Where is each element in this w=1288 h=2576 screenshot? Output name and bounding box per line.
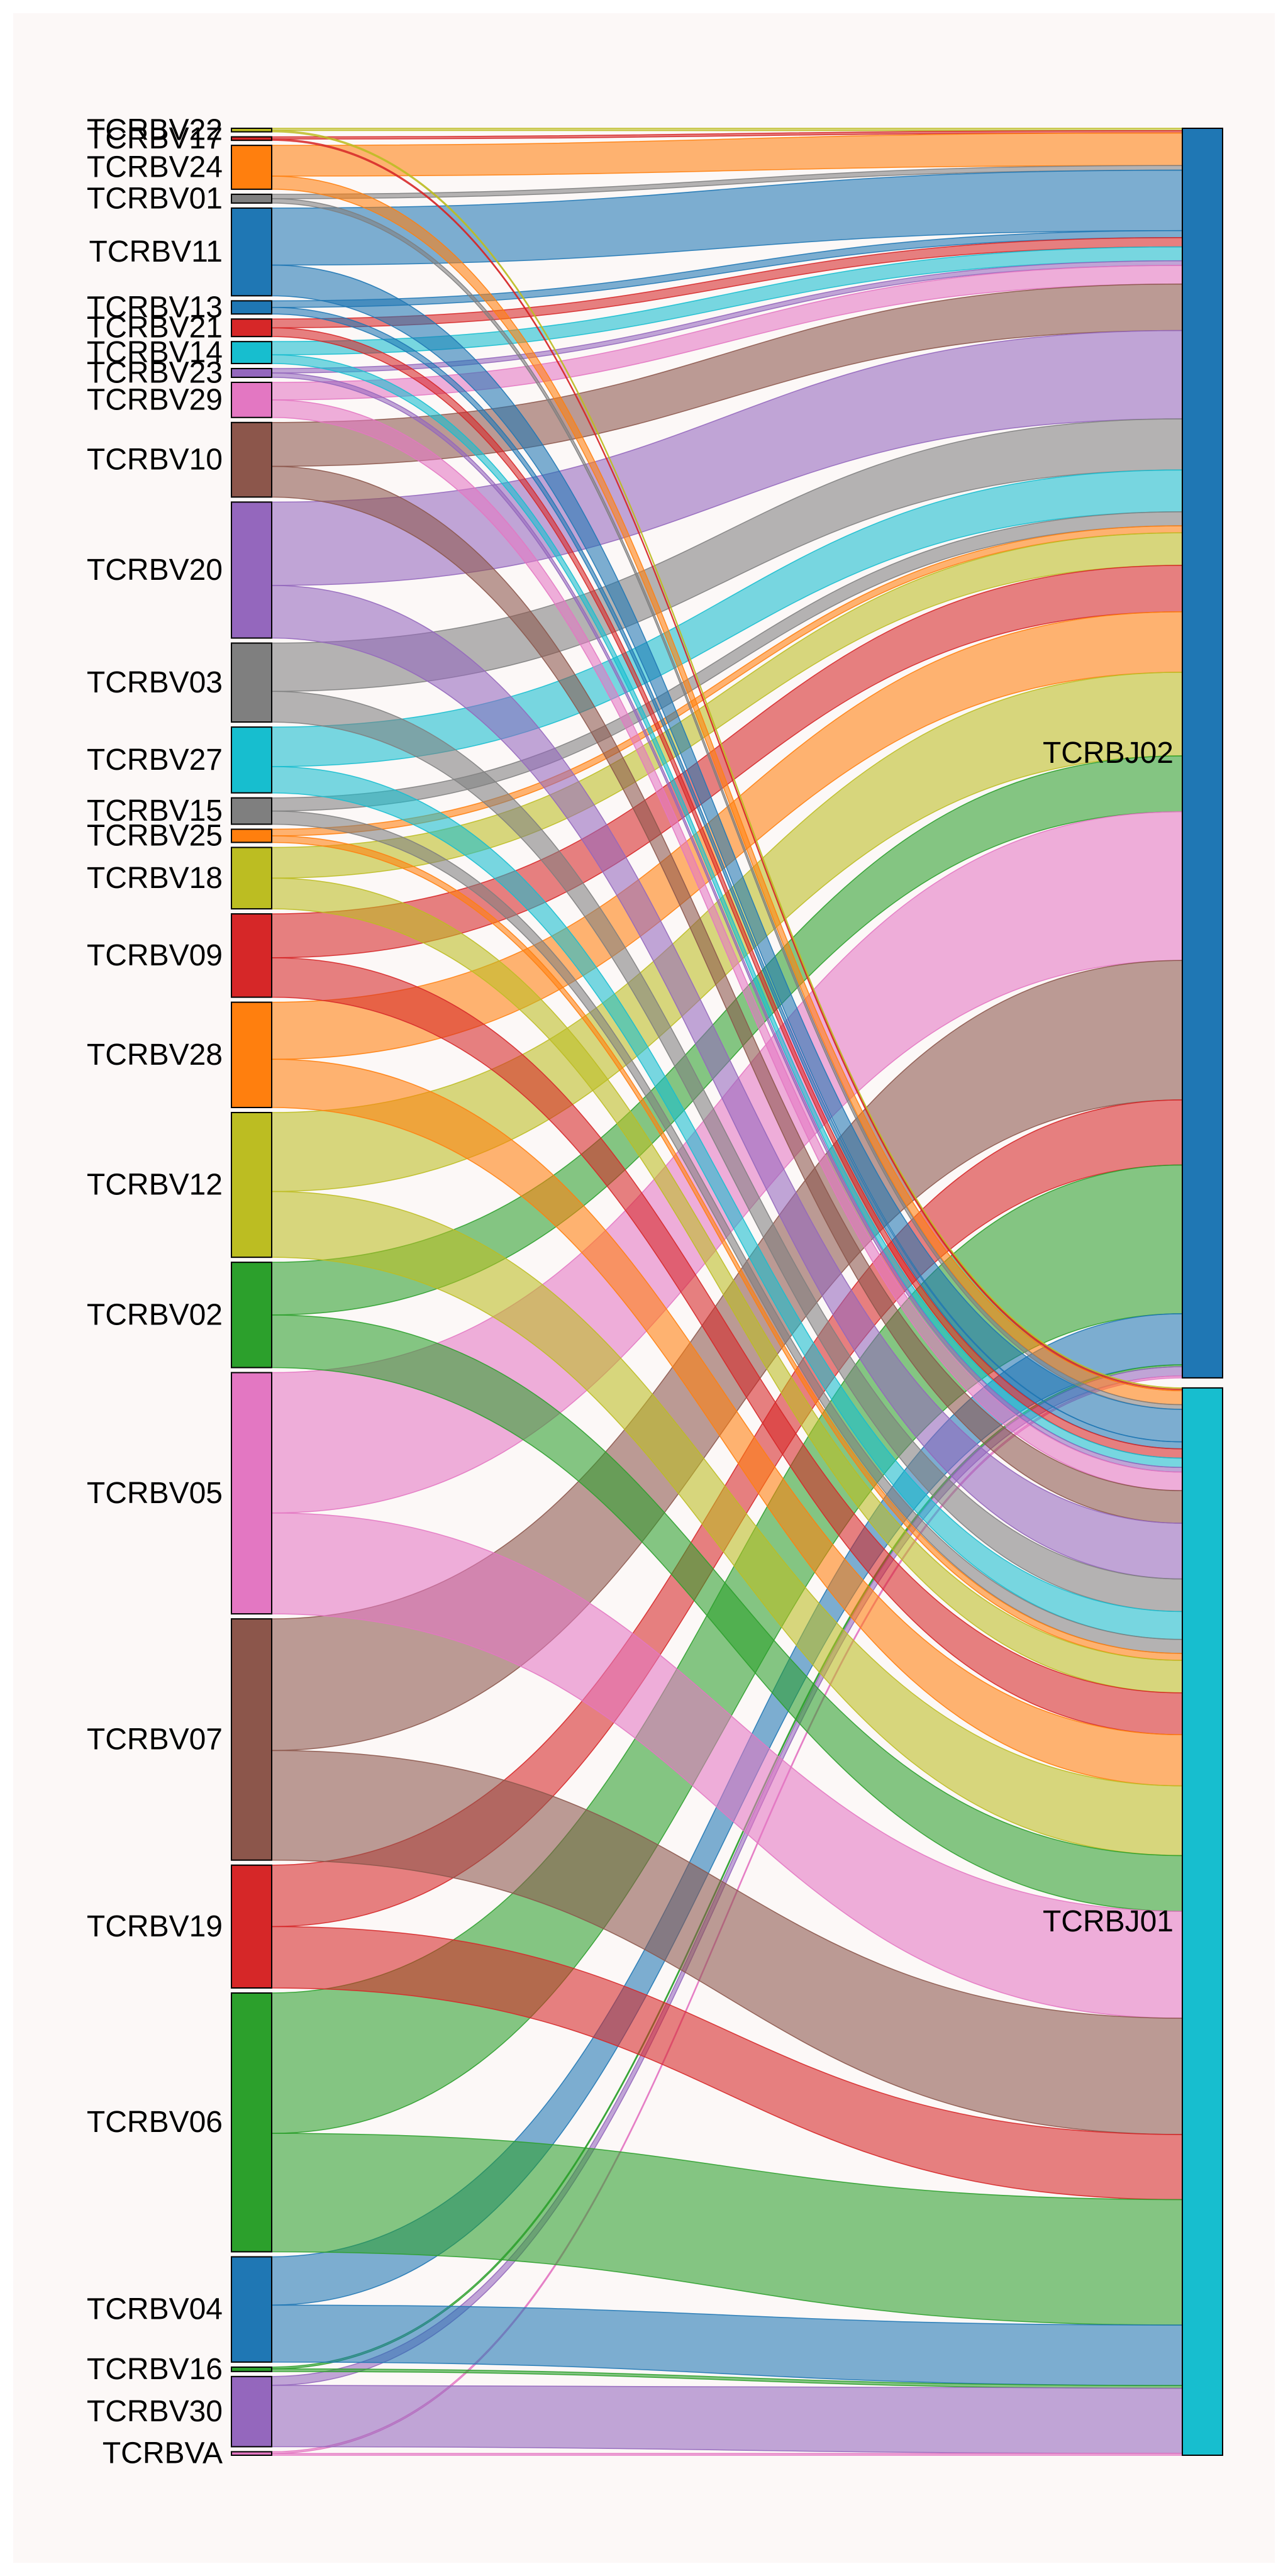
node-tcrbv18: [231, 847, 272, 910]
node-label-tcrbv23: TCRBV23: [87, 357, 223, 390]
node-label-tcrbv14: TCRBV14: [87, 336, 223, 369]
node-tcrbv19: [231, 1864, 272, 1989]
link-tcrbv22-tcrbj02: [271, 128, 1183, 131]
node-label-tcrbv01: TCRBV01: [87, 182, 223, 215]
node-tcrbv02: [231, 1262, 272, 1368]
node-label-tcrbv16: TCRBV16: [87, 2353, 223, 2386]
node-tcrbv12: [231, 1111, 272, 1258]
node-tcrbva: [231, 2451, 272, 2457]
node-label-tcrbv20: TCRBV20: [87, 553, 223, 587]
links-layer: [271, 128, 1183, 2456]
node-tcrbv27: [231, 726, 272, 794]
node-label-tcrbv15: TCRBV15: [87, 794, 223, 828]
node-label-tcrbv02: TCRBV02: [87, 1298, 223, 1331]
node-label-tcrbv27: TCRBV27: [87, 743, 223, 777]
node-tcrbv29: [231, 381, 272, 418]
node-tcrbv24: [231, 145, 272, 190]
node-label-tcrbv09: TCRBV09: [87, 939, 223, 972]
node-tcrbv22: [231, 128, 272, 133]
node-label-tcrbv12: TCRBV12: [87, 1169, 223, 1202]
node-tcrbv30: [231, 2375, 272, 2448]
node-label-tcrbv24: TCRBV24: [87, 151, 223, 184]
node-tcrbv07: [231, 1618, 272, 1861]
node-tcrbv20: [231, 501, 272, 639]
node-tcrbv06: [231, 1992, 272, 2253]
node-label-tcrbva: TCRBVA: [103, 2437, 223, 2470]
node-label-tcrbv18: TCRBV18: [87, 862, 223, 895]
link-tcrbva-tcrbj01: [271, 2453, 1183, 2456]
node-label-tcrbv03: TCRBV03: [87, 666, 223, 699]
node-label-tcrbv10: TCRBV10: [87, 443, 223, 477]
node-label-tcrbv30: TCRBV30: [87, 2395, 223, 2428]
node-tcrbv16: [231, 2366, 272, 2372]
nodes-layer: [231, 128, 1223, 2457]
node-label-tcrbv28: TCRBV28: [87, 1038, 223, 1072]
node-tcrbv21: [231, 318, 272, 338]
node-tcrbv04: [231, 2256, 272, 2363]
node-tcrbv01: [231, 193, 272, 204]
node-tcrbj01: [1182, 1387, 1223, 2456]
node-label-tcrbv05: TCRBV05: [87, 1477, 223, 1510]
node-tcrbv28: [231, 1001, 272, 1108]
node-label-tcrbv06: TCRBV06: [87, 2106, 223, 2139]
node-tcrbv03: [231, 642, 272, 723]
node-label-tcrbv19: TCRBV19: [87, 1910, 223, 1943]
node-tcrbv14: [231, 341, 272, 365]
link-tcrbv30-tcrbj01: [271, 2385, 1183, 2454]
node-label-tcrbv17: TCRBV17: [87, 122, 223, 155]
node-tcrbv13: [231, 300, 272, 315]
node-tcrbv11: [231, 207, 272, 297]
node-label-tcrbv13: TCRBV13: [87, 291, 223, 324]
node-tcrbv17: [231, 136, 272, 142]
node-label-tcrbv21: TCRBV21: [87, 311, 223, 345]
node-tcrbv23: [231, 368, 272, 378]
node-tcrbv10: [231, 421, 272, 498]
node-label-tcrbj02: TCRBJ02: [1043, 736, 1174, 770]
node-label-tcrbv29: TCRBV29: [87, 383, 223, 416]
node-label-tcrbv04: TCRBV04: [87, 2293, 223, 2326]
node-tcrbj02: [1182, 128, 1223, 1379]
node-tcrbv25: [231, 828, 272, 843]
node-label-tcrbv22: TCRBV22: [87, 113, 223, 147]
node-label-tcrbv11: TCRBV11: [89, 235, 223, 269]
node-label-tcrbv07: TCRBV07: [87, 1723, 223, 1756]
node-tcrbv05: [231, 1372, 272, 1615]
node-label-tcrbj01: TCRBJ01: [1043, 1905, 1174, 1938]
node-tcrbv09: [231, 913, 272, 998]
node-label-tcrbv25: TCRBV25: [87, 819, 223, 852]
node-tcrbv15: [231, 797, 272, 825]
